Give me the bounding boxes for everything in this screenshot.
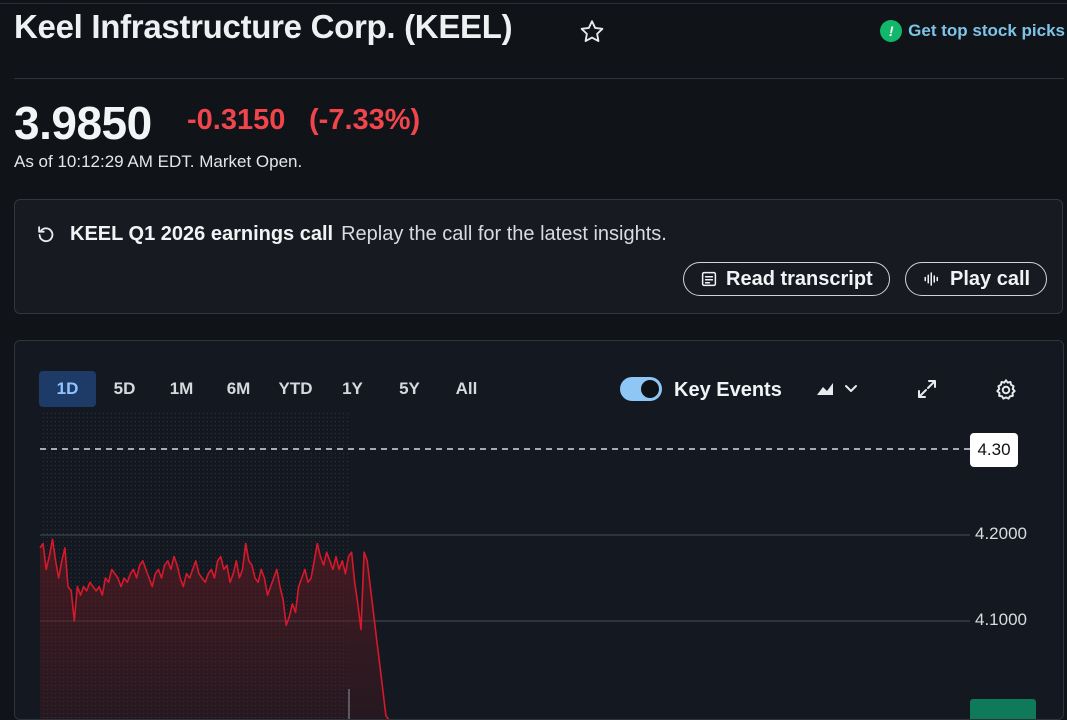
- as-of-timestamp: As of 10:12:29 AM EDT. Market Open.: [14, 152, 303, 171]
- range-1m[interactable]: 1M: [169, 379, 194, 398]
- reference-price-tag: 4.30: [970, 433, 1018, 467]
- earnings-call-heading: KEEL Q1 2026 earnings call Replay the cal…: [70, 223, 667, 246]
- range-1y[interactable]: 1Y: [342, 379, 363, 398]
- range-6m[interactable]: 6M: [226, 379, 251, 398]
- range-selector: 1D 5D 1M 6M YTD 1Y 5Y All: [39, 371, 495, 407]
- top-stock-picks-label: Get top stock picks: [908, 21, 1065, 40]
- stock-title: Keel Infrastructure Corp. (KEEL): [14, 8, 513, 45]
- range-all[interactable]: All: [455, 379, 478, 398]
- gear-icon[interactable]: [993, 377, 1019, 403]
- watchlist-star-icon[interactable]: [578, 18, 606, 46]
- price-chart-card: 1D 5D 1M 6M YTD 1Y 5Y All Key Events 4.30 4.200…: [14, 340, 1064, 720]
- chevron-down-icon: [845, 385, 857, 392]
- top-divider: [0, 3, 1067, 4]
- mountain-chart-icon: [817, 383, 833, 395]
- y-tick-label: 4.1000: [975, 610, 1027, 629]
- earnings-call-banner: KEEL Q1 2026 earnings call Replay the cal…: [14, 199, 1063, 314]
- current-price-tag: [970, 699, 1036, 719]
- play-call-button[interactable]: Play call: [905, 262, 1048, 296]
- replay-icon: [38, 226, 54, 243]
- earnings-call-subtitle: Replay the call for the latest insights.: [341, 223, 667, 245]
- last-price: 3.9850: [14, 97, 152, 149]
- range-5y[interactable]: 5Y: [399, 379, 420, 398]
- chart-type-dropdown[interactable]: [815, 379, 861, 399]
- earnings-call-title: KEEL Q1 2026 earnings call: [70, 223, 334, 245]
- key-events-label: Key Events: [674, 379, 782, 401]
- price-change-percent: (-7.33%): [309, 104, 421, 136]
- range-ytd[interactable]: YTD: [278, 379, 313, 398]
- toggle-knob: [641, 380, 659, 398]
- key-events-toggle[interactable]: [620, 377, 662, 401]
- range-5d[interactable]: 5D: [113, 379, 136, 398]
- range-1d[interactable]: 1D: [39, 371, 96, 407]
- audio-waveform-icon: [924, 272, 938, 286]
- play-call-label: Play call: [950, 267, 1031, 290]
- read-transcript-label: Read transcript: [726, 267, 873, 290]
- expand-icon[interactable]: [915, 377, 939, 401]
- price-line: [39, 538, 390, 719]
- exclamation-badge-icon: !: [880, 20, 903, 42]
- price-area-fill: [40, 539, 389, 719]
- read-transcript-button[interactable]: Read transcript: [683, 262, 890, 296]
- price-change: -0.3150: [187, 104, 286, 136]
- transcript-icon: [701, 271, 717, 287]
- top-stock-picks-link[interactable]: ! Get top stock picks: [880, 20, 1065, 42]
- y-tick-label: 4.2000: [975, 524, 1027, 543]
- header-divider: [14, 78, 1064, 79]
